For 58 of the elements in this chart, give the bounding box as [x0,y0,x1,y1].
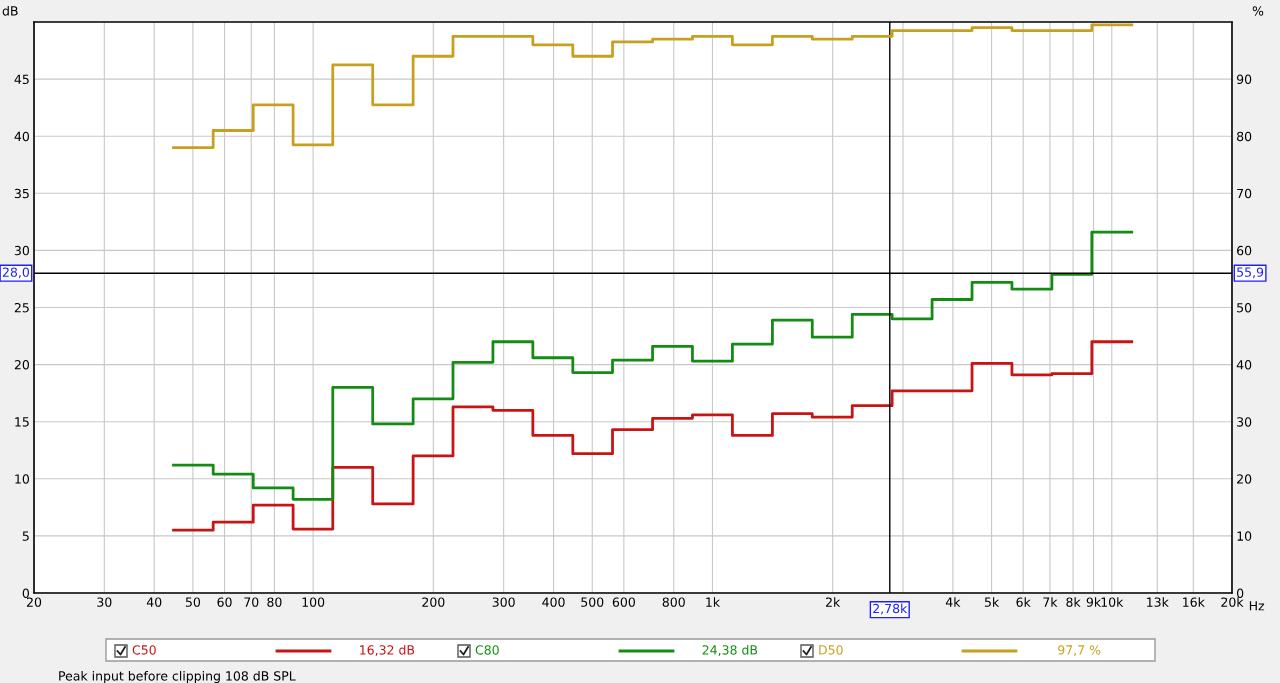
y2-tick-label: 50 [1237,302,1252,313]
ref-line-label: 28,0 [2,267,29,279]
x-tick-label: 800 [662,597,685,607]
x-tick-label: 4k [945,597,961,607]
x-tick-label: 5k [984,597,1000,607]
x-tick-label: 9k [1086,597,1102,607]
x-tick-label: 13k [1147,597,1169,607]
x-tick-label: 16k [1183,597,1205,607]
y-tick-label: 40 [14,131,29,142]
x-tick-label: 400 [542,597,565,607]
x-tick-label: 7k [1043,597,1058,607]
y-tick-label: 45 [14,74,29,85]
y2-tick-label: 80 [1237,131,1252,142]
y-tick-label: 25 [14,302,29,313]
x-tick-label: 6k [1016,597,1031,607]
text: 16,32 dB [360,644,415,656]
x-tick-label: 80 [267,597,282,607]
y2-tick-label: 40 [1236,360,1252,370]
x-tick-label: 10k [1101,597,1124,607]
y2-tick-label: 30 [1237,417,1252,427]
x-tick-label: 30 [97,597,112,607]
text: 97,7 % [1058,645,1101,656]
x-tick-label: 100 [302,597,325,607]
y2-axis-title: % [1252,6,1264,16]
y2-tick-label: 10 [1237,531,1252,541]
x-tick-label: 20k [1221,597,1244,607]
y2-tick-label: 90 [1236,74,1252,85]
y-tick-label: 0 [22,588,29,598]
y2-tick-label: 60 [1237,245,1252,256]
y2-tick-label: 20 [1237,474,1252,484]
y-tick-label: 10 [15,474,29,484]
text: C80 [475,645,499,655]
x-tick-label: 1k [706,597,721,607]
x-axis-title: Hz [1249,601,1265,611]
x-tick-label: 60 [217,597,232,607]
ref-line-label: 2,78k [873,603,908,615]
x-tick-label: 8k [1066,597,1081,607]
x-tick-label: 500 [581,597,604,607]
text: 55,9 [1237,267,1264,279]
y-tick-label: 30 [14,245,29,256]
x-tick-label: 300 [492,597,515,607]
x-tick-label: 50 [185,597,201,607]
y2-tick-label: 0 [1236,588,1244,598]
y-tick-label: 15 [15,417,29,427]
x-tick-label: 200 [422,597,445,607]
text: 24,38 dB [702,644,758,656]
x-tick-label: 600 [612,597,635,607]
y-tick-label: 20 [14,360,29,370]
text: Peak input before clipping 108 dB SPL [59,670,296,683]
y-tick-label: 5 [22,531,29,541]
text: D50 [819,645,843,655]
text: C50 [132,645,156,655]
y-tick-label: 35 [14,188,29,199]
x-tick-label: 40 [146,597,162,607]
x-tick-label: 2k [825,597,841,607]
x-tick-label: 70 [244,597,259,607]
y-axis-title: dB [2,5,18,16]
y2-tick-label: 70 [1237,188,1252,199]
